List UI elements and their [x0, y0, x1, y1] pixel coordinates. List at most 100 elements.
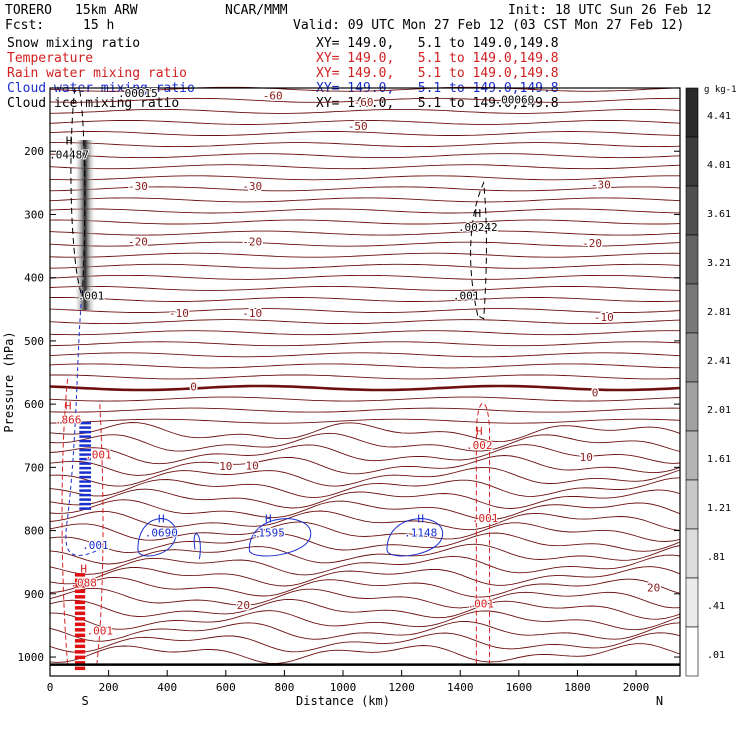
colorbar-box: [685, 528, 699, 579]
x-axis-label: Distance (km): [296, 694, 390, 708]
contour-value-label: .001: [85, 449, 112, 462]
temperature-label: -10: [594, 311, 614, 324]
isotherm-line: [49, 418, 681, 424]
maximum-marker: H: [265, 512, 272, 525]
isotherm-line: [49, 197, 681, 203]
fcst-value: 15 h: [83, 18, 115, 33]
isotherm-line: [49, 543, 681, 565]
temperature-label: 20: [237, 599, 250, 612]
field-snow-xy: XY= 149.0, 5.1 to 149.0,149.8: [316, 36, 559, 51]
colorbar-box: [685, 381, 699, 432]
colorbar-label: 3.21: [707, 258, 731, 269]
org-label: NCAR/MMM: [225, 3, 288, 18]
isotherm-line: [49, 308, 681, 314]
isotherm-line: [49, 241, 681, 247]
temperature-label: 10: [219, 460, 232, 473]
colorbar-box: [685, 626, 699, 677]
colorbar-box: [685, 430, 699, 481]
colorbar-box: [685, 87, 699, 138]
contour-value-label: .00015: [118, 87, 158, 100]
maximum-value: .1595: [252, 526, 285, 539]
isotherm-line: [49, 374, 681, 380]
isotherm-line: [49, 466, 681, 487]
isotherm-line: [49, 341, 681, 347]
isotherm-line: [49, 263, 681, 269]
isotherm-line: [49, 499, 681, 521]
maximum-marker: H: [158, 512, 165, 525]
colorbar-box: [685, 136, 699, 187]
south-label: S: [82, 694, 89, 708]
temperature-label: 0: [190, 380, 197, 393]
x-tick-label: 2000: [623, 681, 650, 694]
colorbar-label: 3.61: [707, 209, 731, 220]
isotherm-line: [49, 576, 681, 598]
colorbar-box: [685, 479, 699, 530]
temperature-label: -30: [128, 180, 148, 193]
cloud-ice-contour: [70, 87, 86, 297]
x-tick-label: 200: [99, 681, 119, 694]
contour-value-label: .001: [453, 289, 480, 302]
y-axis-label: Pressure (hPa): [2, 331, 16, 432]
cloud-water-contour-cell: [193, 533, 201, 560]
plot-frame: [49, 87, 681, 677]
isotherm-line: [49, 444, 681, 465]
isotherm-line: [49, 330, 680, 336]
contour-value-label: .001: [78, 289, 105, 302]
isotherm-line: [49, 120, 681, 125]
colorbar-label: .81: [707, 552, 725, 563]
isotherm-line: [49, 219, 681, 225]
isotherm-line: [49, 230, 681, 236]
maximum-value: .002: [466, 439, 493, 452]
isotherm-line: [49, 587, 681, 609]
temperature-label: 20: [647, 581, 660, 594]
isotherm-line: [49, 153, 681, 159]
isotherm-line: [49, 422, 681, 443]
field-temperature-xy: XY= 149.0, 5.1 to 149.0,149.8: [316, 51, 559, 66]
isotherm-line: [49, 566, 681, 587]
temperature-label: -50: [348, 120, 368, 133]
x-tick-label: 1000: [330, 681, 357, 694]
rain-contour-outer: [61, 378, 69, 664]
colorbar-label: 4.41: [707, 111, 731, 122]
y-tick-label: 600: [24, 398, 44, 411]
cloud-water-contour-cell: [137, 518, 177, 557]
isotherm-line: [49, 131, 681, 136]
maximum-marker: H: [80, 562, 87, 575]
cloud-ice-contour: [470, 180, 487, 320]
isotherm-line: [49, 554, 681, 576]
y-tick-label: 700: [24, 461, 44, 474]
isotherm-line: [49, 274, 681, 280]
isotherm-line: [49, 598, 681, 620]
temperature-label: -20: [128, 236, 148, 249]
colorbar-label: 2.81: [707, 307, 731, 318]
contour-value-label: .001: [87, 624, 114, 637]
contour-value-label: .001: [467, 597, 494, 610]
temperature-label: -10: [242, 307, 262, 320]
isotherm-line: [49, 86, 681, 92]
x-tick-label: 1200: [388, 681, 415, 694]
colorbar-box: [685, 577, 699, 628]
temperature-label: -20: [582, 237, 602, 250]
y-tick-label: 500: [24, 335, 44, 348]
isotherm-line: [49, 510, 681, 531]
isotherm-line: [49, 108, 681, 114]
contour-value-label: .001: [82, 539, 109, 552]
isotherm-line: [49, 632, 681, 653]
y-tick-label: 200: [24, 145, 44, 158]
colorbar-label: 2.01: [707, 405, 731, 416]
contour-value-label: .00060: [495, 93, 535, 106]
temperature-label: -30: [242, 180, 262, 193]
colorbar-box: [685, 234, 699, 285]
maximum-value: .00242: [458, 221, 498, 234]
isotherm-line: [49, 285, 681, 291]
maximum-value: .088: [70, 576, 97, 589]
isotherm-line: [50, 142, 681, 148]
maximum-marker: H: [65, 399, 72, 412]
isotherm-line: [49, 455, 681, 476]
maximum-marker: H: [475, 207, 482, 220]
x-tick-label: 1400: [447, 681, 474, 694]
field-rain-xy: XY= 149.0, 5.1 to 149.0,149.8: [316, 66, 559, 81]
x-tick-label: 0: [47, 681, 54, 694]
temperature-label: 0: [592, 387, 599, 400]
